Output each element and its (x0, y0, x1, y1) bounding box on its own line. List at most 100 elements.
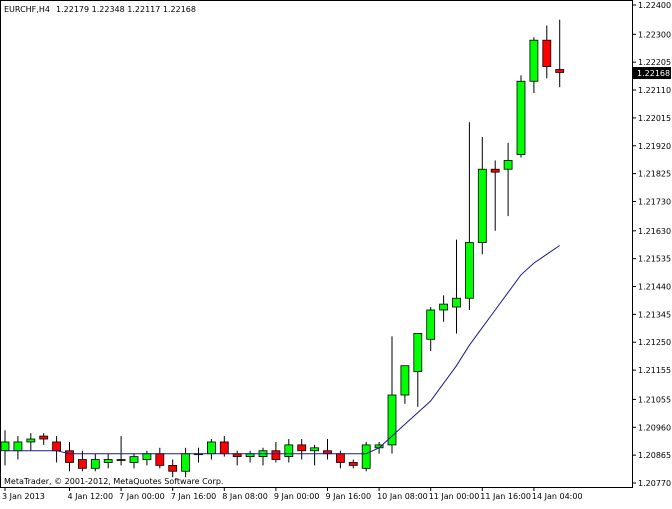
x-tick-label: 10 Jan 08:00 (377, 492, 428, 501)
candle (142, 450, 152, 466)
candle-body (387, 394, 397, 446)
candle (297, 439, 307, 460)
candle (129, 453, 139, 469)
candle (439, 295, 449, 322)
candle (464, 122, 474, 310)
candle-body (529, 39, 539, 82)
candle-body (103, 459, 113, 463)
candle (387, 336, 397, 454)
candle-body (477, 168, 487, 243)
x-tick-label: 14 Jan 04:00 (532, 492, 583, 501)
candle-body (142, 453, 152, 460)
candle (529, 37, 539, 93)
candle-body (426, 309, 436, 340)
candle-body (413, 333, 423, 372)
candle (65, 441, 74, 472)
y-tick-label: 1.21250 (638, 338, 671, 347)
x-tick-label: 7 Jan 16:00 (171, 492, 217, 501)
candle (323, 439, 332, 460)
candle-body (0, 441, 10, 452)
y-tick-label: 1.20960 (638, 423, 671, 432)
candle-body (348, 462, 358, 466)
candle (284, 439, 294, 463)
candle (13, 436, 23, 460)
last-price-box (633, 67, 671, 80)
candle (490, 160, 500, 231)
candles (0, 19, 565, 478)
candle-body (335, 453, 345, 463)
y-axis: 1.22400 1.22300 1.22205 1.22110 1.22015 1.219… (632, 1, 671, 488)
candle (155, 447, 165, 469)
y-tick-label: 1.21155 (638, 366, 671, 375)
candle (477, 136, 487, 255)
candle (194, 447, 203, 463)
x-axis: 3 Jan 2013 4 Jan 12:00 7 Jan 00:00 7 Jan 16… (2, 487, 583, 501)
y-tick-label: 1.21730 (638, 197, 671, 206)
candle (52, 436, 61, 463)
candle-body (65, 450, 74, 463)
candle-body (439, 303, 449, 311)
candle-body (542, 39, 552, 67)
candle (206, 439, 216, 460)
candle-body (297, 444, 307, 452)
candle (413, 333, 423, 407)
y-tick-label: 1.22300 (638, 30, 671, 39)
candle-body (464, 242, 474, 299)
candle-body (90, 459, 100, 469)
candle (168, 459, 178, 478)
candle-body (39, 435, 49, 440)
y-tick-label: 1.21345 (638, 310, 671, 319)
candle (542, 25, 552, 79)
candle (116, 436, 126, 466)
y-tick-label: 1.21630 (638, 227, 671, 236)
candle-body (155, 453, 165, 466)
candle-body (516, 80, 526, 155)
candle (361, 441, 371, 472)
candle-body (490, 168, 500, 173)
candle-body (129, 456, 139, 463)
candle (181, 447, 191, 478)
candle-body (13, 441, 23, 452)
x-tick-label: 11 Jan 00:00 (429, 492, 480, 501)
y-tick-label: 1.21535 (638, 255, 671, 264)
candle (452, 239, 461, 334)
candle-body (168, 465, 178, 472)
candle (90, 453, 100, 472)
chart-header-symbol: EURCHF,H4 (4, 5, 50, 14)
y-tick-label: 1.22400 (638, 1, 671, 10)
candle-body (26, 438, 36, 443)
candle (232, 450, 242, 466)
y-tick-label: 1.22110 (638, 86, 671, 95)
candle-body (400, 365, 410, 396)
plot-frame (0, 0, 633, 488)
candle-body (116, 459, 126, 461)
candle (0, 430, 10, 466)
candle-body (452, 297, 461, 308)
last-price-label: 1.22168 (637, 69, 670, 78)
candle-body (181, 453, 191, 472)
candle-body (310, 447, 320, 452)
candle-body (284, 444, 294, 458)
candle (258, 447, 268, 466)
candle (310, 444, 320, 466)
candle (26, 433, 36, 451)
x-tick-label: 4 Jan 12:00 (68, 492, 114, 501)
x-tick-label: 9 Jan 00:00 (274, 492, 320, 501)
candle (426, 307, 436, 352)
y-tick-label: 1.20770 (638, 479, 671, 488)
x-tick-label: 7 Jan 00:00 (119, 492, 165, 501)
copyright-note: MetaTrader, © 2001-2012, MetaQuotes Soft… (4, 477, 223, 486)
moving-average (5, 245, 560, 455)
candle (400, 365, 410, 404)
chart-header-ohlc: 1.22179 1.22348 1.22117 1.22168 (56, 5, 196, 14)
candle-body (52, 441, 61, 452)
y-tick-label: 1.21825 (638, 170, 671, 179)
candle-body (555, 69, 565, 73)
y-tick-label: 1.22205 (638, 58, 671, 67)
x-tick-label: 9 Jan 16:00 (326, 492, 372, 501)
candle (555, 19, 565, 88)
y-tick-label: 1.22015 (638, 114, 671, 123)
candle (271, 441, 281, 463)
